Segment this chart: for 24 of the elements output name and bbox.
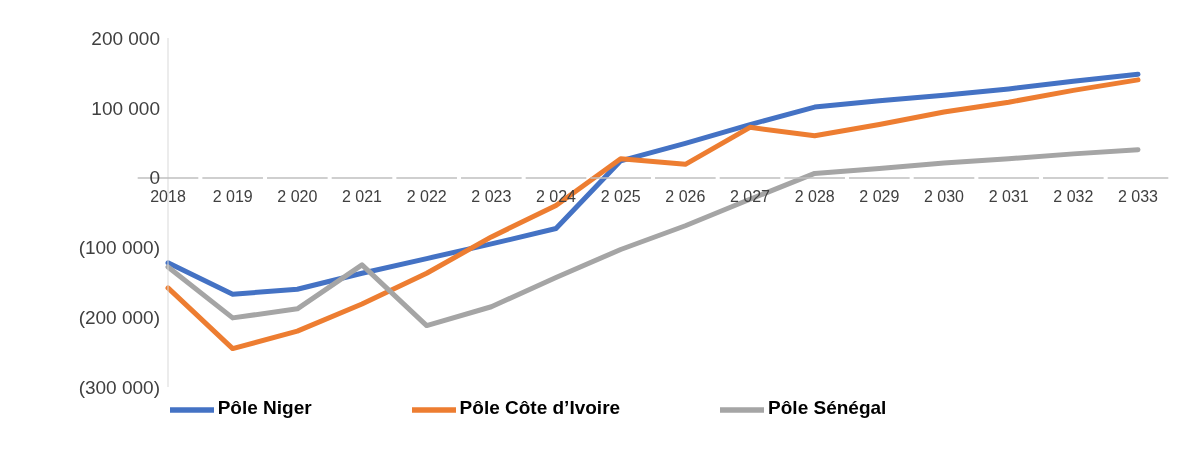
y-tick-label: (200 000) (78, 306, 160, 328)
y-tick-label: (100 000) (78, 237, 160, 259)
x-tick-label: 2 020 (277, 188, 318, 205)
x-tick-label: 2018 (150, 188, 186, 205)
x-tick-label: 2 027 (729, 188, 771, 205)
x-tick-label: 2 025 (600, 188, 641, 205)
y-tick-label: 100 000 (91, 97, 160, 119)
legend-label: Pôle Côte d’Ivoire (459, 397, 621, 419)
legend-label: Pôle Niger (217, 397, 312, 419)
x-tick-label: 2 023 (471, 188, 512, 205)
x-tick-label: 2 033 (1117, 188, 1159, 205)
y-tick-label: 200 000 (91, 27, 160, 49)
y-tick-label: 0 (149, 167, 160, 189)
x-tick-label: 2 031 (988, 188, 1029, 205)
x-tick-label: 2 026 (665, 188, 706, 205)
x-tick-label: 2 032 (1053, 188, 1094, 205)
x-tick-label: 2 028 (794, 188, 835, 205)
x-tick-label: 2 021 (341, 188, 383, 205)
y-tick-label: (300 000) (78, 376, 160, 398)
x-tick-label: 2 022 (406, 188, 447, 205)
x-tick-label: 2 030 (923, 188, 965, 205)
x-tick-label: 2 019 (212, 188, 253, 205)
x-tick-label: 2 029 (859, 188, 900, 205)
legend-label: Pôle Sénégal (768, 397, 887, 419)
